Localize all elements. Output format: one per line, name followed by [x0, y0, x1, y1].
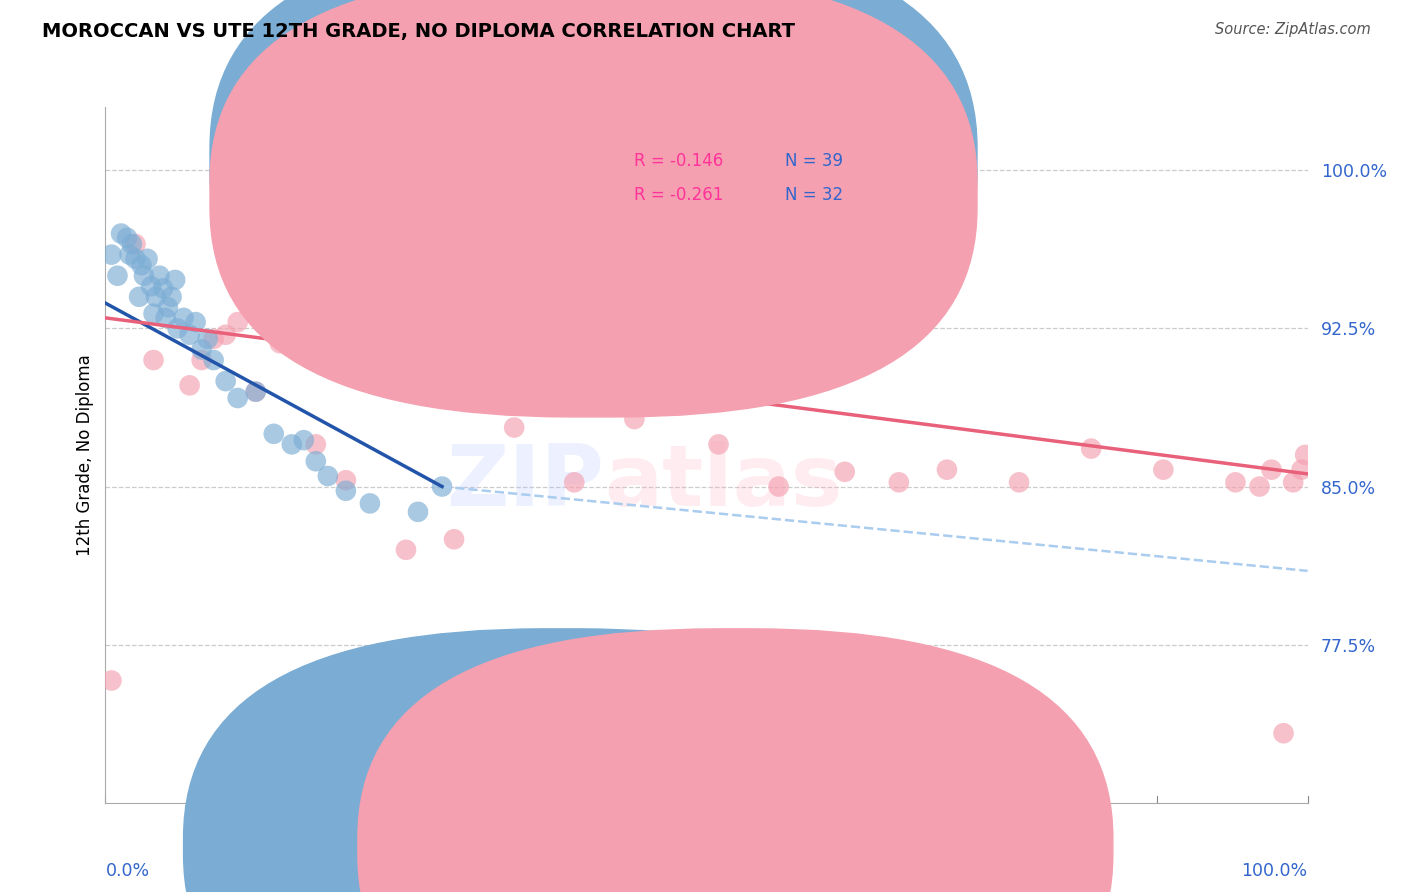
Point	[142, 307, 165, 321]
Point	[316, 469, 339, 483]
Point	[214, 374, 236, 388]
Text: N = 32: N = 32	[785, 186, 842, 204]
Text: Moroccans: Moroccans	[595, 838, 688, 855]
Point	[124, 237, 146, 252]
Point	[173, 310, 195, 325]
Point	[132, 268, 155, 283]
Point	[245, 384, 267, 399]
FancyBboxPatch shape	[359, 629, 1112, 892]
Point	[359, 496, 381, 510]
Point	[430, 479, 453, 493]
Point	[406, 505, 429, 519]
Text: Ute: Ute	[769, 838, 799, 855]
Point	[128, 290, 150, 304]
Text: R = -0.261: R = -0.261	[634, 186, 724, 204]
Point	[118, 247, 141, 261]
Point	[395, 542, 418, 557]
Point	[100, 247, 122, 261]
Point	[887, 475, 910, 490]
Point	[160, 290, 183, 304]
Point	[292, 433, 315, 447]
Point	[305, 454, 328, 468]
Point	[245, 384, 267, 399]
Point	[166, 321, 188, 335]
Point	[152, 281, 174, 295]
Point	[131, 258, 153, 272]
Point	[179, 327, 201, 342]
Point	[263, 426, 285, 441]
Point	[115, 231, 138, 245]
Point	[124, 252, 146, 266]
Point	[1152, 463, 1174, 477]
Point	[707, 437, 730, 451]
Point	[184, 315, 207, 329]
Point	[1291, 463, 1313, 477]
Point	[1080, 442, 1102, 456]
Point	[936, 463, 959, 477]
Text: R = -0.146: R = -0.146	[634, 152, 724, 169]
Point	[1008, 475, 1031, 490]
Point	[136, 252, 159, 266]
Point	[139, 279, 162, 293]
Point	[214, 327, 236, 342]
Point	[202, 353, 225, 368]
Point	[155, 310, 177, 325]
Point	[165, 273, 187, 287]
Point	[142, 353, 165, 368]
Point	[190, 343, 212, 357]
Point	[1272, 726, 1295, 740]
Text: 0.0%: 0.0%	[105, 862, 149, 880]
Point	[179, 378, 201, 392]
FancyBboxPatch shape	[209, 0, 977, 417]
Point	[1260, 463, 1282, 477]
Point	[269, 336, 291, 351]
FancyBboxPatch shape	[544, 118, 911, 222]
Point	[1294, 448, 1316, 462]
Point	[197, 332, 219, 346]
Point	[121, 237, 143, 252]
Point	[335, 473, 357, 487]
Text: ZIP: ZIP	[447, 442, 605, 524]
Point	[202, 332, 225, 346]
Point	[145, 290, 167, 304]
Point	[1249, 479, 1271, 493]
Point	[226, 315, 249, 329]
FancyBboxPatch shape	[184, 629, 939, 892]
Point	[281, 437, 304, 451]
Point	[190, 353, 212, 368]
Point	[562, 475, 585, 490]
Point	[443, 533, 465, 547]
Y-axis label: 12th Grade, No Diploma: 12th Grade, No Diploma	[76, 354, 94, 556]
Point	[148, 268, 170, 283]
Point	[226, 391, 249, 405]
Point	[305, 437, 328, 451]
Point	[623, 412, 645, 426]
Point	[503, 420, 526, 434]
Point	[1282, 475, 1305, 490]
Text: atlas: atlas	[605, 442, 842, 524]
Text: Source: ZipAtlas.com: Source: ZipAtlas.com	[1215, 22, 1371, 37]
Point	[100, 673, 122, 688]
Point	[768, 479, 790, 493]
FancyBboxPatch shape	[209, 0, 977, 383]
Point	[1225, 475, 1247, 490]
Point	[335, 483, 357, 498]
Point	[107, 268, 129, 283]
Point	[834, 465, 856, 479]
Text: N = 39: N = 39	[785, 152, 842, 169]
Point	[110, 227, 132, 241]
Text: MOROCCAN VS UTE 12TH GRADE, NO DIPLOMA CORRELATION CHART: MOROCCAN VS UTE 12TH GRADE, NO DIPLOMA C…	[42, 22, 796, 41]
Point	[156, 301, 179, 315]
Text: 100.0%: 100.0%	[1241, 862, 1308, 880]
